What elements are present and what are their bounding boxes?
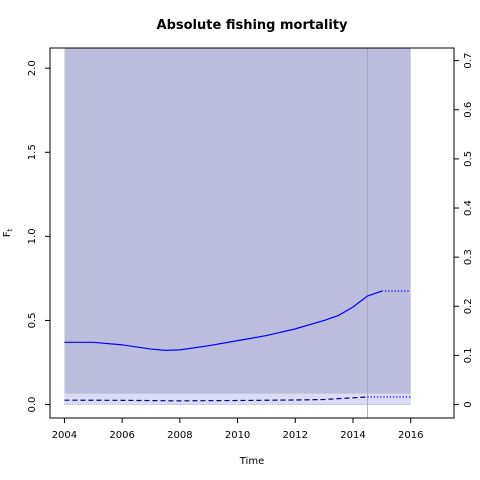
y-right-tick-label: 0.4: [463, 200, 474, 216]
y-axis-label-main: F: [2, 231, 13, 237]
ci-band: [64, 48, 411, 405]
x-tick-label: 2010: [225, 430, 250, 441]
bands-layer: [64, 48, 411, 418]
chart-title: Absolute fishing mortality: [157, 18, 348, 33]
y-tick-label: 1.5: [27, 144, 38, 160]
inner-band: [64, 393, 411, 405]
y-axis-label-sub: t: [6, 228, 14, 231]
x-tick-label: 2016: [398, 430, 423, 441]
y-axis-label: Ft: [2, 228, 14, 237]
x-tick-label: 2014: [340, 430, 365, 441]
x-tick-label: 2004: [52, 430, 77, 441]
y-right-tick-label: 0.3: [463, 249, 474, 265]
x-axis-label: Time: [239, 456, 264, 467]
x-tick-label: 2008: [167, 430, 192, 441]
y-tick-label: 0.0: [27, 397, 38, 413]
y-right-tick-label: 0.1: [463, 347, 474, 363]
y-tick-label: 2.0: [27, 60, 38, 76]
x-tick-label: 2006: [109, 430, 134, 441]
x-axis: 2004 2006 2008 2010 2012 2014 2016: [52, 417, 423, 441]
x-tick-label: 2012: [283, 430, 308, 441]
lines-layer: [64, 290, 411, 402]
y-right-tick-label: 0.2: [463, 298, 474, 314]
y-tick-label: 0.5: [27, 313, 38, 329]
y-right-tick-label: 0: [463, 401, 474, 407]
y-right-tick-label: 0.6: [463, 102, 474, 118]
y-axis-left: 0.0 0.5 1.0 1.5 2.0: [27, 60, 50, 412]
series-line-0: [64, 290, 383, 351]
y-axis-right: 0 0.1 0.2 0.3 0.4 0.5 0.6 0.7: [454, 53, 474, 408]
y-tick-label: 1.0: [27, 228, 38, 244]
series-line-2: [64, 396, 368, 402]
y-right-tick-label: 0.5: [463, 151, 474, 167]
y-right-tick-label: 0.7: [463, 53, 474, 69]
